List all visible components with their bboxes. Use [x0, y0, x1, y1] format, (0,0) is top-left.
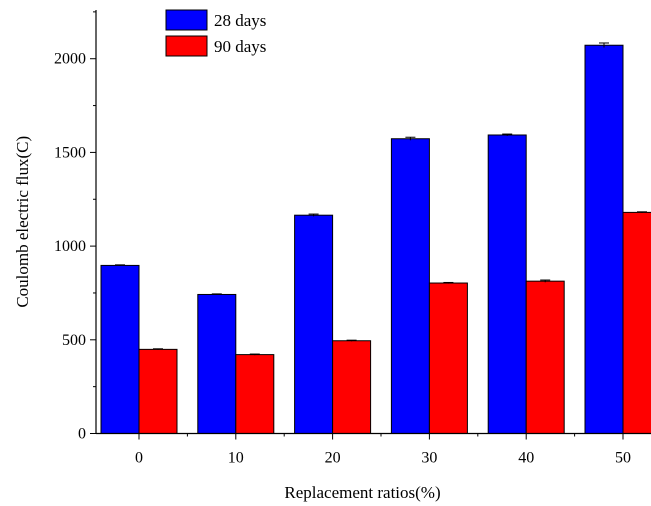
axes-layer: 0 500 1000 1500 2000 0 10 20 30 40 50	[54, 10, 651, 467]
y-tick-label-1500: 1500	[54, 144, 86, 161]
x-tick-label-20: 20	[325, 450, 341, 467]
legend: 28 days 90 days	[165, 9, 266, 57]
bar-a-20	[294, 214, 334, 434]
legend-label-a: 28 days	[214, 11, 266, 30]
bar-b-20	[332, 340, 372, 434]
error-bars-layer	[115, 42, 647, 356]
x-tick-label-50: 50	[615, 450, 631, 467]
bar-b-10	[235, 354, 275, 434]
bar-b-40	[525, 280, 565, 434]
x-tick-label-10: 10	[228, 450, 244, 467]
legend-label-b: 90 days	[214, 37, 266, 56]
x-tick-label-30: 30	[421, 450, 437, 467]
legend-swatch-a	[165, 9, 208, 31]
x-axis-label: Replacement ratios(%)	[284, 483, 440, 502]
bar-a-40	[487, 134, 527, 435]
bar-b-30	[428, 282, 468, 435]
bar-a-10	[197, 293, 237, 435]
x-tick-label-40: 40	[518, 450, 534, 467]
bar-a-0	[100, 264, 140, 434]
y-tick-label-0: 0	[78, 426, 86, 443]
bar-a-50	[584, 44, 624, 434]
bars-layer	[100, 44, 651, 435]
bar-b-0	[138, 348, 178, 435]
bar-b-50	[622, 211, 651, 434]
y-tick-label-500: 500	[62, 332, 86, 349]
x-tick-label-0: 0	[135, 450, 143, 467]
y-tick-label-1000: 1000	[54, 238, 86, 255]
y-tick-label-2000: 2000	[54, 51, 86, 68]
bar-a-30	[390, 138, 430, 434]
legend-swatch-b	[165, 35, 208, 57]
y-axis-label: Coulomb electric flux(C)	[13, 136, 32, 308]
